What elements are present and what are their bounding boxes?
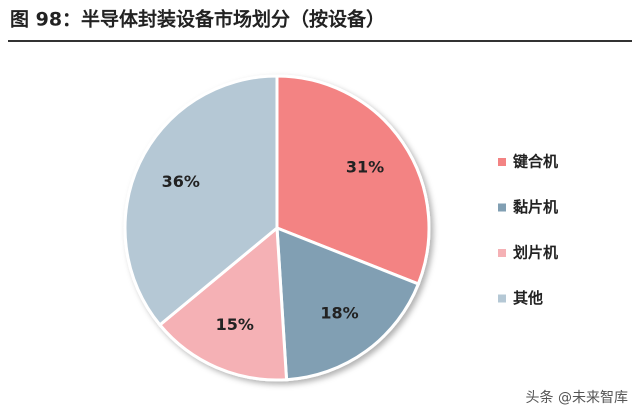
legend-label: 键合机 bbox=[512, 153, 558, 171]
legend-swatch bbox=[498, 249, 506, 257]
legend-label: 黏片机 bbox=[513, 198, 558, 216]
data-label: 15% bbox=[216, 315, 254, 334]
data-label: 36% bbox=[162, 172, 200, 191]
pie-slice bbox=[275, 74, 431, 286]
pie bbox=[123, 74, 431, 382]
chart-title: 图 98：半导体封装设备市场划分（按设备） bbox=[10, 8, 385, 31]
legend-label: 其他 bbox=[513, 289, 543, 307]
data-label: 18% bbox=[320, 304, 358, 323]
watermark: 头条 @未来智库 bbox=[526, 389, 628, 406]
legend-label: 划片机 bbox=[513, 244, 558, 262]
pie-slice bbox=[123, 74, 279, 328]
data-label: 31% bbox=[346, 158, 384, 177]
pie-slice bbox=[157, 224, 289, 382]
legend-swatch bbox=[498, 294, 506, 303]
legend-swatch bbox=[498, 158, 506, 166]
pie-slice bbox=[275, 225, 421, 382]
legend-swatch bbox=[498, 203, 506, 212]
